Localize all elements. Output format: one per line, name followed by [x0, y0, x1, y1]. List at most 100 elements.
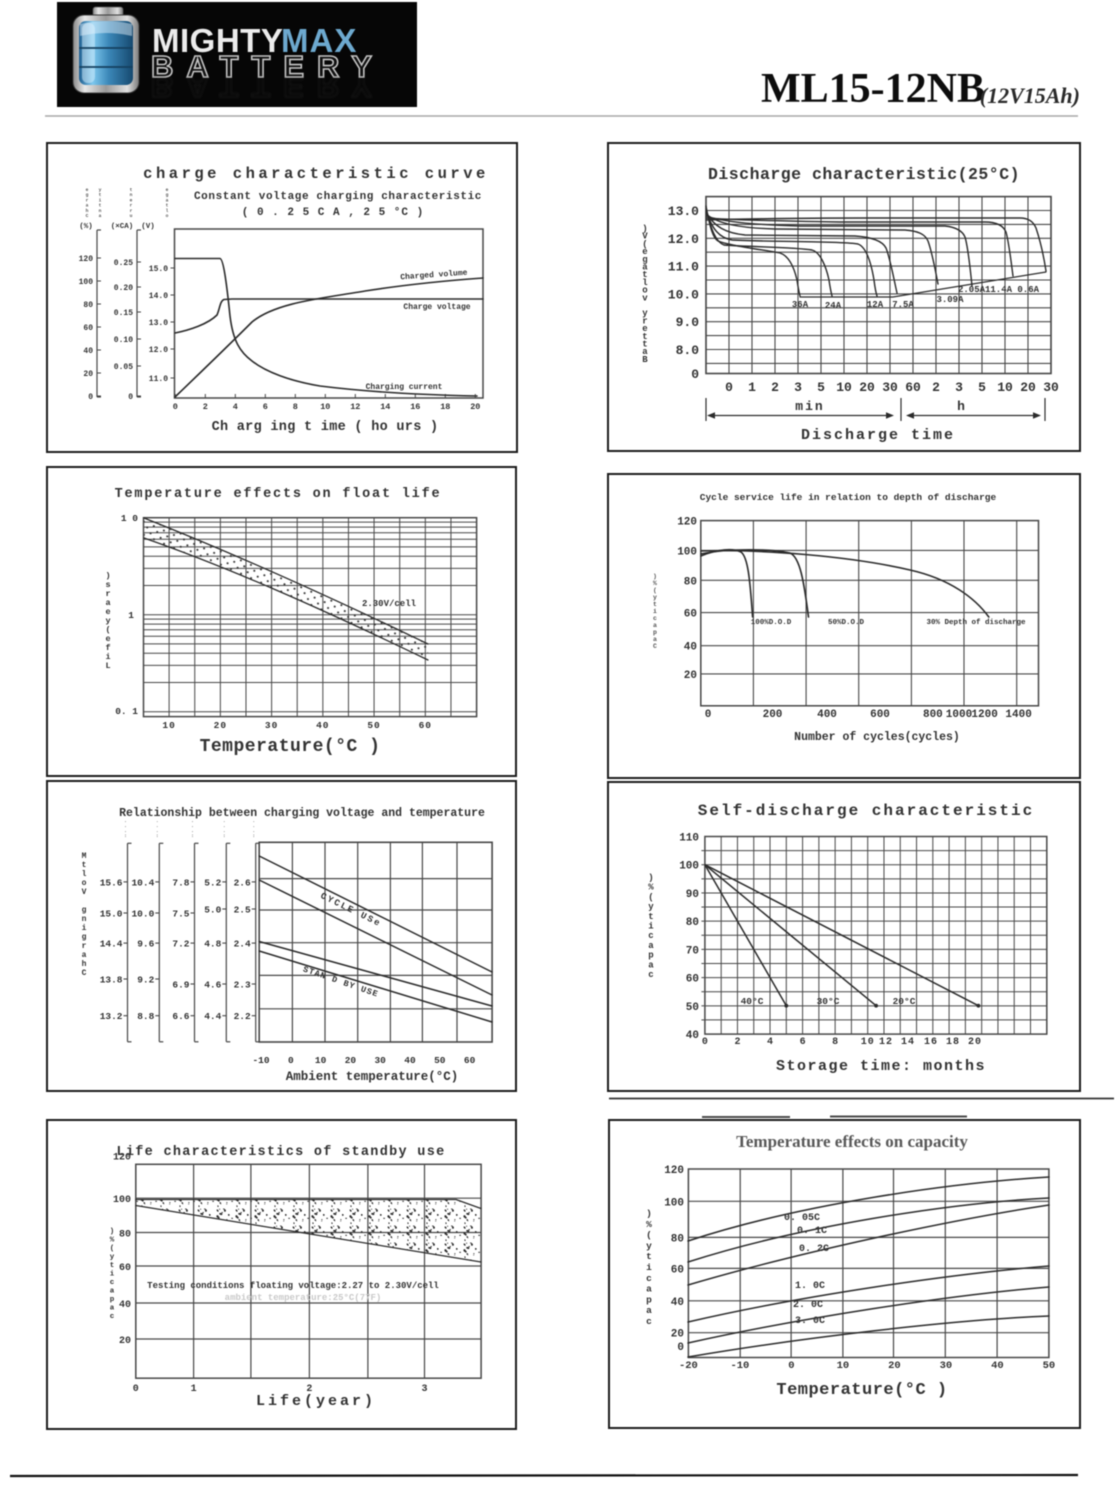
svg-text:60: 60 [905, 380, 921, 395]
svg-text:t: t [648, 912, 653, 922]
svg-text:200: 200 [763, 709, 783, 721]
svg-text:min: min [795, 399, 824, 414]
svg-text:%: % [646, 1219, 652, 1230]
svg-text:n: n [99, 209, 102, 214]
svg-text:o: o [82, 879, 87, 888]
svg-text:15.0: 15.0 [149, 265, 168, 274]
svg-text:40°C: 40°C [741, 996, 764, 1007]
svg-text:12.0: 12.0 [149, 346, 168, 355]
svg-text:110: 110 [679, 833, 699, 845]
svg-text:Temperature(°C ): Temperature(°C ) [776, 1381, 947, 1400]
svg-text:t: t [82, 861, 87, 870]
svg-text:14.4: 14.4 [100, 939, 123, 950]
svg-text:Constant voltage charging char: Constant voltage charging characteristic [194, 191, 482, 203]
svg-text:MAX: MAX [281, 22, 357, 59]
svg-text:10: 10 [861, 1037, 875, 1048]
svg-text:Temperature effects on capacit: Temperature effects on capacity [736, 1132, 968, 1151]
svg-text:r: r [642, 316, 647, 326]
svg-text:7.2: 7.2 [172, 939, 189, 950]
svg-text:(12V15Ah): (12V15Ah) [980, 83, 1080, 108]
svg-text:8: 8 [832, 1037, 838, 1048]
svg-text:4.6: 4.6 [204, 980, 221, 991]
svg-text:14: 14 [380, 402, 390, 412]
svg-text:a: a [653, 636, 657, 643]
svg-text:p: p [653, 629, 657, 636]
svg-text:c: c [648, 970, 653, 980]
svg-text:Testing conditions floating vo: Testing conditions floating voltage:2.27… [147, 1281, 439, 1291]
svg-text:a: a [642, 347, 648, 357]
svg-text:M: M [82, 852, 87, 861]
svg-text:4.4: 4.4 [204, 1011, 221, 1022]
svg-text:c: c [646, 1316, 652, 1327]
svg-text:t: t [110, 1262, 115, 1270]
svg-text:20: 20 [119, 1336, 131, 1347]
svg-text:0: 0 [133, 1384, 139, 1395]
svg-text:(×CA): (×CA) [111, 223, 134, 231]
svg-text:50%D.O.D: 50%D.O.D [828, 619, 865, 627]
svg-text:2: 2 [203, 402, 208, 412]
svg-text:a: a [86, 204, 89, 209]
svg-text:.: . [156, 824, 159, 829]
svg-text::: : [124, 834, 127, 839]
svg-text:120: 120 [677, 517, 697, 529]
svg-text:100: 100 [677, 546, 697, 558]
svg-text:y: y [642, 309, 648, 319]
svg-text:): ) [110, 1228, 115, 1236]
svg-text:l: l [642, 278, 648, 288]
svg-text:0: 0 [702, 1037, 708, 1048]
svg-text:1400: 1400 [1005, 709, 1031, 721]
svg-text:20: 20 [888, 1360, 901, 1372]
svg-text:60: 60 [684, 609, 697, 621]
svg-text:50: 50 [434, 1055, 446, 1066]
svg-text:Temperature effects on float l: Temperature effects on float life [115, 487, 442, 502]
svg-text:16: 16 [410, 402, 420, 412]
svg-text:1000: 1000 [946, 709, 972, 721]
svg-text:10: 10 [997, 380, 1013, 395]
svg-text:Charging current: Charging current [366, 383, 443, 392]
svg-text:a: a [110, 1288, 115, 1296]
svg-text:2.2: 2.2 [234, 1011, 251, 1022]
svg-text:18: 18 [440, 402, 450, 412]
svg-text:t: t [99, 203, 102, 209]
svg-text:.: . [156, 819, 159, 824]
svg-text:t: t [130, 187, 133, 193]
svg-text:30°C: 30°C [817, 996, 840, 1007]
svg-text:-10: -10 [252, 1055, 269, 1066]
svg-text:3: 3 [955, 380, 963, 395]
svg-text:p: p [110, 1296, 115, 1304]
svg-text:0: 0 [173, 402, 178, 412]
svg-text:60: 60 [686, 974, 699, 986]
svg-text:6.9: 6.9 [172, 980, 189, 991]
svg-text:e: e [642, 247, 647, 257]
svg-text:20: 20 [968, 1037, 982, 1048]
svg-text:400: 400 [817, 709, 837, 721]
svg-text:10.0: 10.0 [131, 909, 154, 920]
svg-text:3: 3 [794, 380, 802, 395]
svg-text:50: 50 [1043, 1360, 1056, 1372]
svg-text:e: e [105, 607, 110, 617]
svg-text:1. 0C: 1. 0C [795, 1281, 825, 1292]
svg-text:t: t [166, 203, 169, 209]
svg-text:120: 120 [664, 1165, 684, 1177]
svg-text:c: c [648, 931, 653, 941]
svg-text:Life characteristics of standb: Life characteristics of standby use [116, 1145, 445, 1160]
svg-text:Ch arg ing t ime ( ho urs ): Ch arg ing t ime ( ho urs ) [212, 420, 439, 435]
svg-text:8.8: 8.8 [137, 1011, 154, 1022]
svg-text:i: i [99, 197, 102, 203]
svg-text:(V): (V) [141, 223, 155, 231]
svg-text:.: . [223, 819, 226, 824]
svg-text:4.8: 4.8 [204, 939, 221, 950]
svg-text:120: 120 [79, 255, 94, 264]
svg-text:5.0: 5.0 [204, 905, 221, 916]
svg-text:L: L [105, 661, 110, 671]
svg-text:2: 2 [734, 1037, 740, 1048]
svg-text:20: 20 [1020, 380, 1036, 395]
svg-text:g: g [86, 193, 89, 198]
svg-text:u: u [130, 214, 133, 219]
svg-text:( 0 . 2 5 C A , 2 5 °C ): ( 0 . 2 5 C A , 2 5 °C ) [242, 207, 424, 219]
svg-text:(: ( [653, 587, 657, 594]
svg-text:e: e [86, 188, 89, 193]
svg-text:(%): (%) [79, 223, 93, 231]
svg-text:r: r [130, 204, 133, 209]
svg-text:.: . [223, 829, 226, 834]
